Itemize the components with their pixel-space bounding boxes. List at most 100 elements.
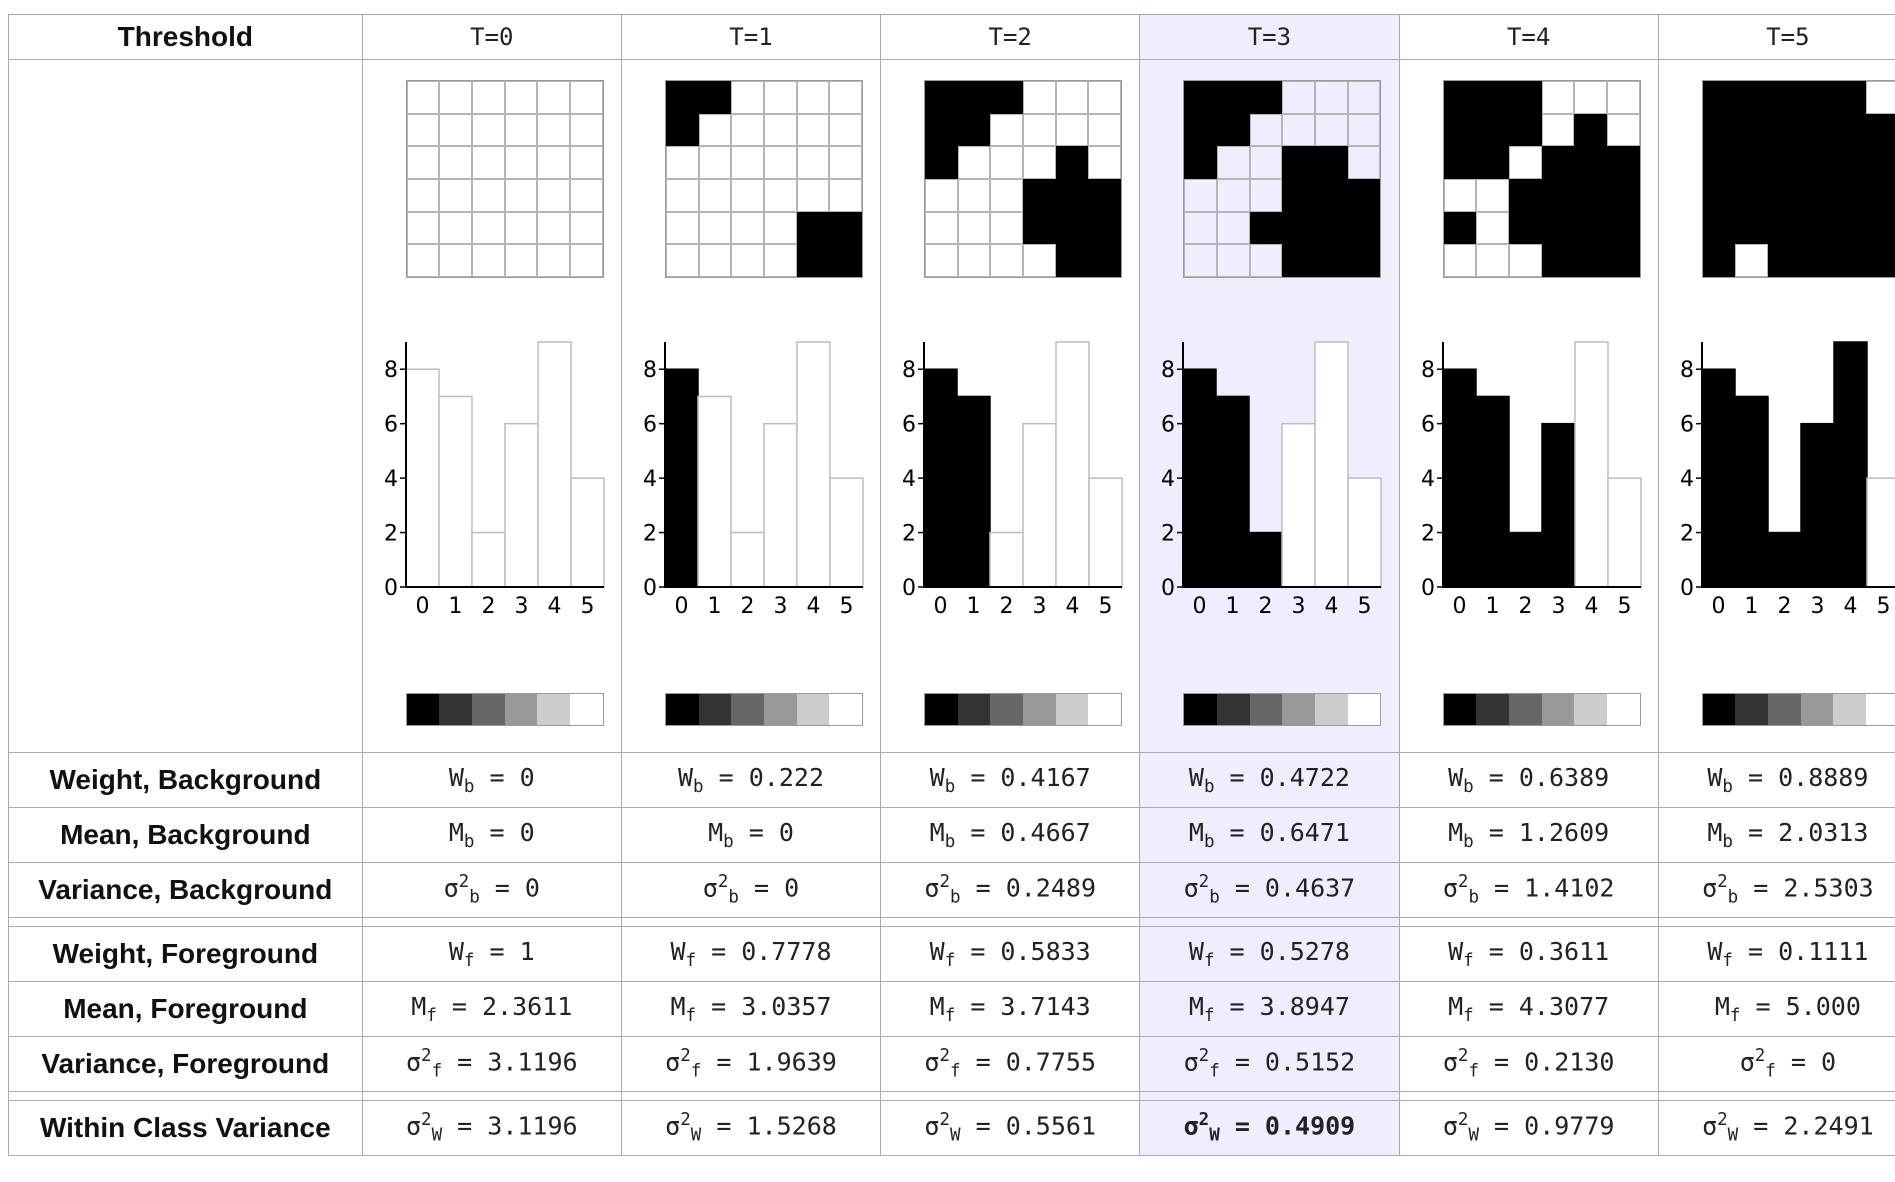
- threshold-header-3: T=3: [1139, 14, 1400, 60]
- x-tick-label: 0: [1193, 594, 1207, 619]
- pixel-cell: [1443, 179, 1477, 212]
- stat-value: 3.1196: [487, 1047, 578, 1077]
- pixel-cell: [796, 81, 830, 114]
- grayscale-swatch: [504, 694, 538, 725]
- separator-cell: [620, 1091, 882, 1101]
- pixel-cell: [731, 113, 764, 147]
- pixel-cell: [1768, 179, 1801, 212]
- pixel-cell: [1443, 113, 1477, 147]
- grayscale-swatch: [472, 694, 505, 725]
- x-tick-label: 1: [1485, 594, 1499, 619]
- pixel-cell: [957, 244, 991, 277]
- pixel-cell: [1574, 146, 1607, 179]
- x-tick-label: 1: [707, 594, 721, 619]
- stat-value: 0.222: [748, 763, 824, 792]
- equals-sign: =: [1214, 992, 1260, 1021]
- pixel-cell: [829, 81, 862, 114]
- row-w-f: Weight, Foreground Wf = 1 Wf = 0.7778 Wf = …: [8, 926, 1895, 982]
- stat-value: 0.2130: [1524, 1047, 1615, 1077]
- grayscale-swatch: [1055, 694, 1089, 725]
- row-w-b: Weight, Background Wb = 0 Wb = 0.222 Wb = 0…: [8, 752, 1895, 808]
- equals-sign: =: [1738, 1111, 1784, 1141]
- grayscale-swatch: [1574, 694, 1607, 725]
- x-tick-label: 0: [934, 594, 948, 619]
- thresholded-image-grid: [924, 80, 1123, 278]
- y-tick-label: 4: [1680, 467, 1694, 492]
- y-tick-label: 4: [1421, 467, 1435, 492]
- pixel-cell: [1249, 146, 1283, 179]
- pixel-cell: [1735, 244, 1769, 277]
- pixel-cell: [1476, 244, 1509, 277]
- pixel-cell: [1216, 211, 1250, 245]
- value-w-b-5: Wb = 0.8889: [1657, 752, 1895, 808]
- symbol-base: W: [929, 763, 945, 792]
- pixel-cell: [731, 81, 764, 114]
- y-tick-label: 6: [1421, 413, 1435, 438]
- pixel-cell: [1735, 179, 1769, 212]
- symbol-square: 2: [717, 872, 729, 893]
- histogram-bar-2: [730, 531, 765, 588]
- stat-value: 2.5303: [1783, 873, 1874, 903]
- grayscale-legend: [924, 693, 1123, 726]
- grayscale-swatch: [1800, 694, 1834, 725]
- pixel-cell: [471, 81, 505, 114]
- pixel-cell: [1184, 244, 1217, 277]
- y-tick-label: 8: [1161, 358, 1175, 383]
- grayscale-swatch: [665, 694, 699, 725]
- symbol-subscript: f: [685, 1006, 697, 1026]
- histogram-bar-3: [763, 422, 798, 588]
- pixel-cell: [504, 81, 538, 114]
- stat-value: 0.9779: [1524, 1111, 1615, 1141]
- symbol-subscript: f: [1463, 1006, 1474, 1026]
- pixel-cell: [1866, 81, 1895, 114]
- grayscale-swatch: [1476, 694, 1509, 725]
- separator-cell: [880, 1091, 1141, 1101]
- pixel-cell: [1023, 146, 1056, 179]
- histogram-bar-1: [1474, 395, 1510, 588]
- pixel-cell: [1768, 81, 1801, 114]
- pixel-cell: [537, 179, 570, 212]
- symbol-base: M: [929, 818, 945, 847]
- symbol-subscript: b: [469, 887, 480, 908]
- symbol-subscript: f: [431, 1061, 443, 1082]
- y-tick-label: 8: [902, 358, 916, 383]
- pixel-cell: [1541, 113, 1575, 147]
- x-tick-label: 5: [1617, 594, 1631, 619]
- y-tick-label: 6: [643, 413, 657, 438]
- pixel-cell: [1184, 179, 1217, 212]
- symbol-square: 2: [939, 872, 950, 893]
- pixel-cell: [406, 81, 440, 114]
- symbol-square: 2: [421, 1110, 432, 1131]
- threshold-header-1: T=1: [620, 14, 882, 60]
- value-w-b-3: Wb = 0.4722: [1139, 752, 1400, 808]
- pixel-cell: [1314, 244, 1348, 277]
- y-tick-label: 6: [902, 413, 916, 438]
- pixel-cell: [1833, 244, 1867, 277]
- equals-sign: =: [1473, 818, 1519, 847]
- equals-sign: =: [436, 992, 482, 1021]
- pixel-cell: [1347, 179, 1381, 212]
- symbol-subscript: f: [944, 1006, 956, 1026]
- pixel-cell: [1702, 146, 1736, 179]
- grayscale-swatch: [1735, 694, 1769, 725]
- symbol-base: W: [670, 937, 686, 966]
- histogram-bar-1: [437, 395, 473, 588]
- stat-value: 3.8947: [1259, 992, 1350, 1021]
- y-tick-label: 0: [1680, 576, 1694, 601]
- symbol-base: σ: [924, 873, 940, 903]
- pixel-cell: [1088, 179, 1122, 212]
- pixel-cell: [796, 179, 830, 212]
- symbol-square: 2: [1754, 1046, 1766, 1067]
- symbol-subscript: f: [426, 1006, 437, 1026]
- histogram-bar-4: [536, 341, 572, 588]
- pixel-cell: [990, 179, 1024, 212]
- pixel-cell: [1216, 244, 1250, 277]
- pixel-cell: [504, 211, 538, 245]
- y-tick-label: 8: [1680, 358, 1694, 383]
- histogram-bar-3: [1800, 422, 1835, 588]
- equals-sign: =: [955, 937, 1001, 966]
- pixel-cell: [1866, 211, 1895, 245]
- stat-value: 1.4102: [1524, 873, 1615, 903]
- grayscale-swatch: [731, 694, 764, 725]
